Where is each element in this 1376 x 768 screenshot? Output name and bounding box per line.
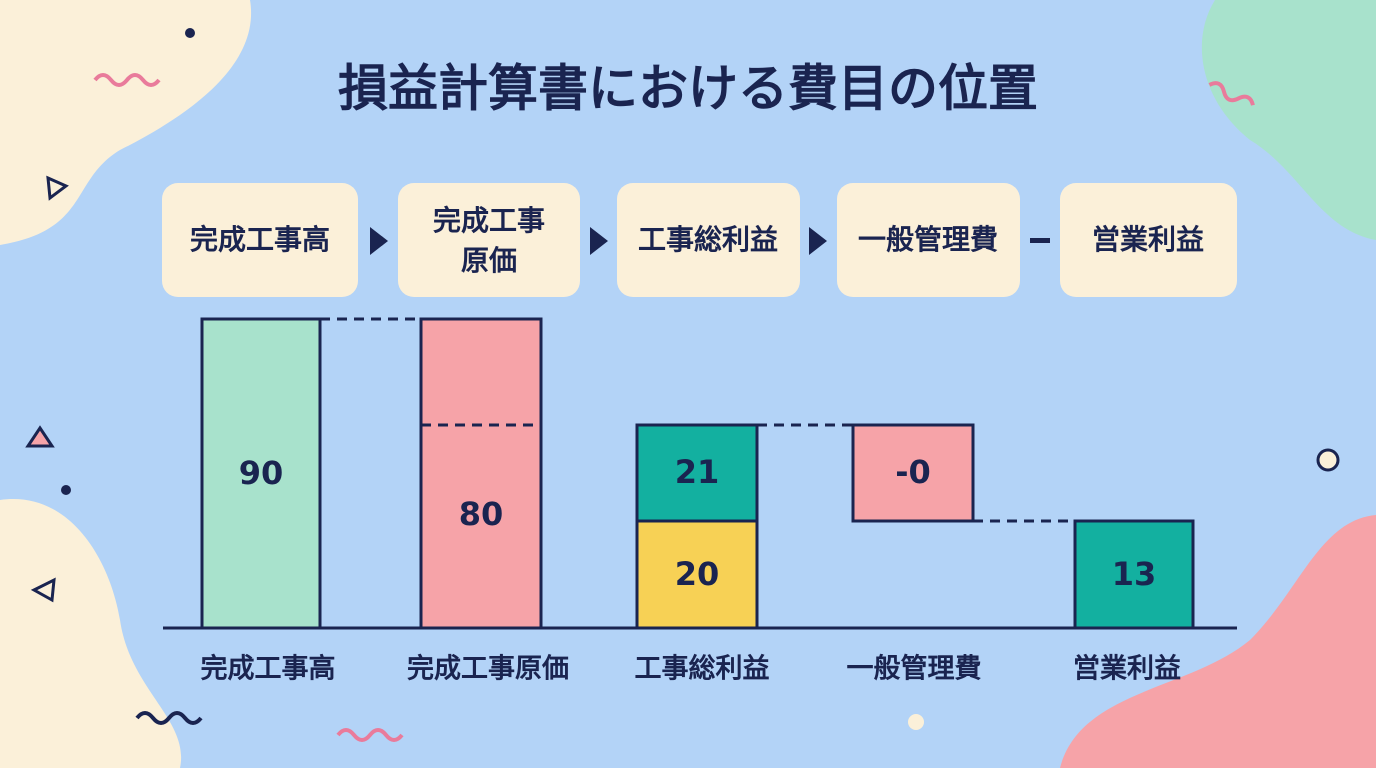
blob [0, 499, 182, 768]
step-label: 営業利益 [1092, 223, 1204, 256]
arrow [590, 227, 608, 255]
triangle [25, 425, 55, 448]
squiggle [135, 711, 203, 725]
dot [908, 714, 924, 730]
category-label: 工事総利益 [635, 653, 770, 685]
bar-segment [635, 519, 759, 630]
bar [1073, 519, 1195, 630]
category-label: 営業利益 [1073, 653, 1181, 685]
arrow [809, 227, 827, 255]
dot [185, 28, 195, 38]
step-flow: 完成工事高 完成工事 原価 工事総利益 一般管理費 営業利益 [162, 183, 1237, 297]
bar-value: -0 [895, 453, 931, 491]
triangle [46, 175, 69, 201]
step-box [162, 183, 358, 297]
title: 損益計算書における費目の位置 [338, 60, 1038, 118]
bar-value: 90 [239, 454, 284, 492]
squiggle [1208, 81, 1255, 106]
bar-value: 80 [459, 495, 504, 533]
squiggle [93, 73, 161, 87]
blob [1060, 515, 1376, 768]
bar [419, 317, 543, 630]
bar-value: 13 [1112, 555, 1157, 593]
category-label: 一般管理費 [847, 653, 982, 685]
step-label: 原価 [461, 244, 517, 277]
squiggle [336, 728, 404, 742]
circle [1316, 448, 1340, 472]
step-label: 完成工事 [433, 204, 545, 237]
bars: 90 80 21 20 -0 13 完成工事高 完成工事原価 工事総利益 一般管… [163, 317, 1237, 685]
step-label: 完成工事高 [190, 223, 330, 256]
dot [61, 485, 71, 495]
blob [1201, 0, 1376, 240]
step-box [617, 183, 800, 297]
bar [851, 423, 975, 523]
step-box [1060, 183, 1237, 297]
bar-segment [635, 423, 759, 523]
arrow [370, 227, 388, 255]
category-label: 完成工事原価 [407, 653, 569, 685]
minus-sign [1030, 238, 1050, 243]
bar-value: 20 [675, 555, 720, 593]
step-box [398, 183, 580, 297]
triangle [30, 577, 56, 603]
step-label: 一般管理費 [858, 223, 998, 256]
step-box [837, 183, 1020, 297]
step-label: 工事総利益 [638, 223, 778, 256]
category-label: 完成工事高 [201, 653, 336, 685]
bar-value: 21 [675, 453, 720, 491]
